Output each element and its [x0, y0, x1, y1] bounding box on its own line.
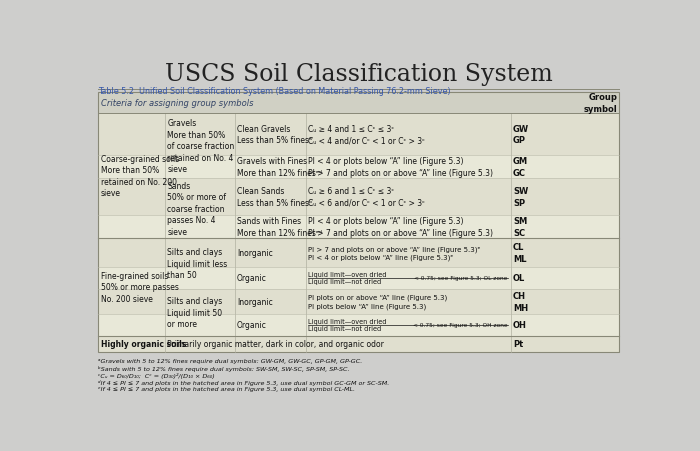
Bar: [98, 156, 620, 179]
Text: Pt: Pt: [513, 340, 523, 349]
Text: Liquid limit—oven dried: Liquid limit—oven dried: [309, 319, 387, 325]
Text: ᵉIf 4 ≤ PI ≤ 7 and plots in the hatched area in Figure 5.3, use dual symbol CL-M: ᵉIf 4 ≤ PI ≤ 7 and plots in the hatched …: [98, 386, 356, 391]
Text: ᵃGravels with 5 to 12% fines require dual symbols: GW-GM, GW-GC, GP-GM, GP-GC.: ᵃGravels with 5 to 12% fines require dua…: [98, 359, 363, 364]
Bar: [98, 314, 620, 336]
Text: OH: OH: [513, 321, 527, 330]
Text: Liquid limit—not dried: Liquid limit—not dried: [309, 326, 382, 331]
Text: Clean Sands
Less than 5% finesᵇ: Clean Sands Less than 5% finesᵇ: [237, 187, 312, 207]
Text: Criteria for assigning group symbols: Criteria for assigning group symbols: [101, 99, 253, 108]
Text: Liquid limit—oven dried: Liquid limit—oven dried: [309, 272, 387, 278]
Text: Primarily organic matter, dark in color, and organic odor: Primarily organic matter, dark in color,…: [167, 340, 384, 349]
Text: SW
SP: SW SP: [513, 187, 528, 207]
Bar: [98, 289, 620, 314]
Text: SM
SC: SM SC: [513, 216, 527, 237]
Text: Organic: Organic: [237, 321, 267, 330]
Text: Table 5.2  Unified Soil Classification System (Based on Material Passing 76.2-mm: Table 5.2 Unified Soil Classification Sy…: [98, 87, 451, 95]
Text: Inorganic: Inorganic: [237, 297, 273, 306]
Text: GM
GC: GM GC: [513, 157, 528, 178]
Text: < 0.75; see Figure 5.3; OL zone: < 0.75; see Figure 5.3; OL zone: [414, 275, 508, 280]
Text: OL: OL: [513, 274, 525, 283]
Text: Clean Gravels
Less than 5% finesᵃ: Clean Gravels Less than 5% finesᵃ: [237, 124, 312, 145]
Text: GW
GP: GW GP: [513, 124, 529, 145]
Bar: [98, 215, 620, 239]
Text: Cᵤ ≥ 6 and 1 ≤ Cᶜ ≤ 3ᶜ
Cᵤ < 6 and/or Cᶜ < 1 or Cᶜ > 3ᶜ: Cᵤ ≥ 6 and 1 ≤ Cᶜ ≤ 3ᶜ Cᵤ < 6 and/or Cᶜ …: [309, 187, 426, 207]
Text: Sands with Fines
More than 12% finesᵃᵈ: Sands with Fines More than 12% finesᵃᵈ: [237, 216, 322, 237]
Text: Silts and clays
Liquid limit less
than 50: Silts and clays Liquid limit less than 5…: [167, 248, 228, 280]
Text: Group
symbol: Group symbol: [584, 93, 617, 113]
Text: PI > 7 and plots on or above “A” line (Figure 5.3)ᵉ
PI < 4 or plots below “A” li: PI > 7 and plots on or above “A” line (F…: [309, 246, 481, 260]
Bar: [98, 92, 620, 114]
Text: Liquid limit—not dried: Liquid limit—not dried: [309, 279, 382, 285]
Text: < 0.75; see Figure 5.3; OH zone: < 0.75; see Figure 5.3; OH zone: [413, 322, 508, 327]
Text: PI plots on or above “A” line (Figure 5.3)
PI plots below “A” line (Figure 5.3): PI plots on or above “A” line (Figure 5.…: [309, 295, 447, 309]
Bar: [98, 336, 620, 352]
Text: Organic: Organic: [237, 274, 267, 283]
Text: ᵈIf 4 ≤ PI ≤ 7 and plots in the hatched area in Figure 5.3, use dual symbol GC-G: ᵈIf 4 ≤ PI ≤ 7 and plots in the hatched …: [98, 379, 390, 385]
Bar: [98, 267, 620, 289]
Bar: [98, 114, 620, 156]
Text: CL
ML: CL ML: [513, 243, 526, 263]
Bar: [98, 92, 620, 352]
Text: PI < 4 or plots below “A” line (Figure 5.3)
PI > 7 and plots on or above “A” lin: PI < 4 or plots below “A” line (Figure 5…: [309, 157, 494, 178]
Text: ᵇSands with 5 to 12% fines require dual symbols: SW-SM, SW-SC, SP-SM, SP-SC.: ᵇSands with 5 to 12% fines require dual …: [98, 365, 350, 371]
Text: Cᵤ ≥ 4 and 1 ≤ Cᶜ ≤ 3ᶜ
Cᵤ < 4 and/or Cᶜ < 1 or Cᶜ > 3ᶜ: Cᵤ ≥ 4 and 1 ≤ Cᶜ ≤ 3ᶜ Cᵤ < 4 and/or Cᶜ …: [309, 124, 426, 145]
Text: Highly organic soils: Highly organic soils: [101, 340, 186, 349]
Text: Inorganic: Inorganic: [237, 249, 273, 258]
Text: Fine-grained soils
50% or more passes
No. 200 sieve: Fine-grained soils 50% or more passes No…: [101, 272, 178, 303]
Text: USCS Soil Classification System: USCS Soil Classification System: [165, 63, 552, 86]
Text: Silts and clays
Liquid limit 50
or more: Silts and clays Liquid limit 50 or more: [167, 297, 223, 328]
Bar: [98, 239, 620, 267]
Text: Gravels with Fines
More than 12% finesᵃᵈ: Gravels with Fines More than 12% finesᵃᵈ: [237, 157, 322, 178]
Text: Coarse-grained soils
More than 50%
retained on No. 200
sieve: Coarse-grained soils More than 50% retai…: [101, 155, 179, 198]
Text: ᶜCᵤ = D₆₀/D₁₀;  Cᶜ = (D₃₀)²/(D₁₀ × D₆₀): ᶜCᵤ = D₆₀/D₁₀; Cᶜ = (D₃₀)²/(D₁₀ × D₆₀): [98, 372, 215, 378]
Text: PI < 4 or plots below “A” line (Figure 5.3)
PI > 7 and plots on or above “A” lin: PI < 4 or plots below “A” line (Figure 5…: [309, 216, 494, 237]
Text: CH
MH: CH MH: [513, 291, 528, 312]
Bar: [98, 179, 620, 215]
Text: Sands
50% or more of
coarse fraction
passes No. 4
sieve: Sands 50% or more of coarse fraction pas…: [167, 181, 226, 236]
Text: Gravels
More than 50%
of coarse fraction
retained on No. 4
sieve: Gravels More than 50% of coarse fraction…: [167, 119, 234, 174]
